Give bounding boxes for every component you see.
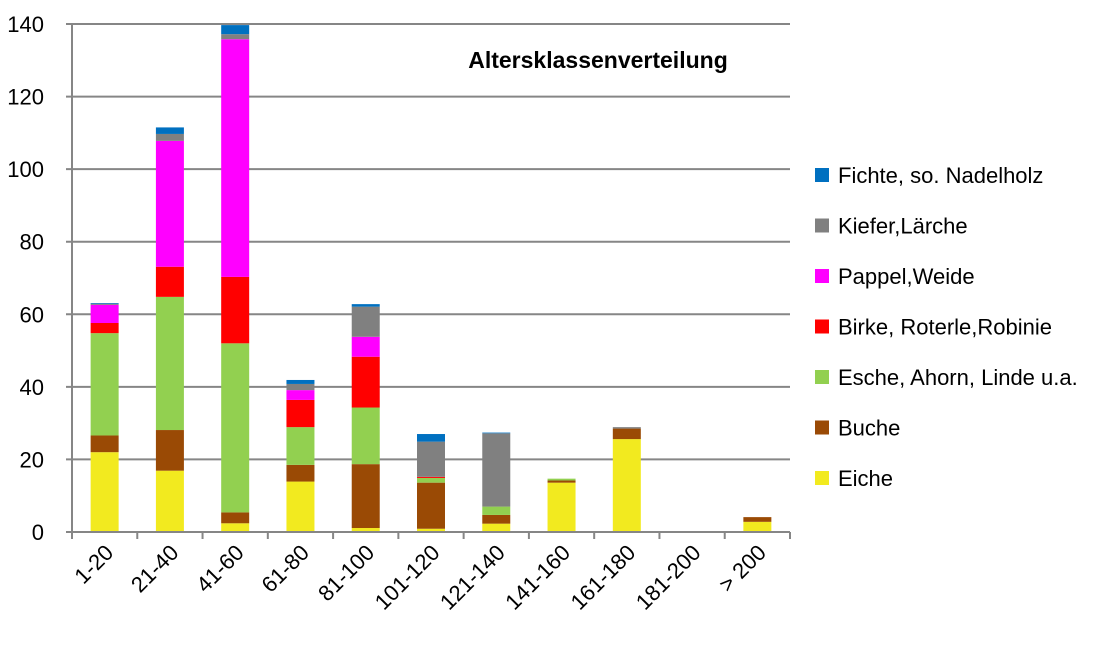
bar-segment — [351, 336, 380, 357]
bar-segment — [482, 506, 511, 515]
bar-segment — [90, 303, 119, 304]
bar-segment — [155, 133, 184, 141]
legend-swatch — [815, 218, 829, 233]
y-tick-labels: 0 20 40 60 80 100 120 140 — [7, 12, 44, 545]
chart-title: Altersklassenverteilung — [468, 47, 728, 73]
bar-segment — [612, 427, 641, 429]
legend-label: Buche — [838, 416, 900, 441]
bar-segment — [417, 477, 445, 483]
bar-segment — [612, 439, 641, 532]
bars — [90, 25, 772, 532]
x-tick-label: 101-120 — [370, 540, 445, 615]
x-tick-labels: 1-20 21-40 41-60 61-80 81-100101-120121-1401… — [69, 540, 771, 615]
y-tick-label: 120 — [7, 85, 44, 110]
legend: Fichte, so. Nadelholz Kiefer,Lärche Pappel… — [815, 163, 1078, 491]
bar-segment — [155, 266, 184, 297]
bar-segment — [90, 322, 119, 334]
legend-label: Eiche — [838, 466, 893, 491]
bar-segment — [286, 383, 315, 391]
bar-segment — [417, 476, 445, 478]
legend-swatch — [815, 319, 829, 334]
bar-segment — [286, 427, 315, 465]
bar-segment — [90, 452, 119, 532]
bar-segment — [351, 356, 380, 408]
legend-swatch — [815, 420, 829, 435]
bar-segment — [286, 399, 315, 428]
x-tick-label: 121-140 — [435, 540, 510, 615]
bar-segment — [547, 482, 576, 532]
bar-segment — [417, 441, 445, 477]
x-tick-label: 161-180 — [566, 540, 641, 615]
bar-segment — [221, 25, 250, 35]
bar-segment — [286, 464, 315, 482]
x-tick-label: 41-60 — [191, 540, 248, 597]
x-tick-label: > 200 — [714, 540, 771, 597]
bar-segment — [351, 528, 380, 532]
legend-swatch — [815, 471, 829, 485]
y-tick-label: 60 — [20, 302, 44, 327]
bar-segment — [155, 430, 184, 471]
y-tick-label: 20 — [20, 447, 44, 472]
bar-segment — [90, 304, 119, 323]
x-tick-label: 141-160 — [500, 540, 575, 615]
legend-swatch — [815, 370, 829, 384]
bar-segment — [482, 433, 511, 507]
bar-segment — [482, 432, 511, 434]
bar-segment — [155, 470, 184, 532]
bar-segment — [221, 343, 250, 513]
x-tick-label: 61-80 — [257, 540, 314, 597]
y-tick-label: 100 — [7, 157, 44, 182]
bar-segment — [286, 379, 315, 384]
legend-label: Esche, Ahorn, Linde u.a. — [838, 365, 1078, 390]
bar-segment — [90, 303, 119, 305]
axes — [66, 24, 791, 539]
bar-segment — [155, 296, 184, 431]
bar-segment — [155, 140, 184, 267]
legend-swatch — [815, 168, 829, 182]
bar-segment — [221, 523, 250, 532]
y-tick-label: 40 — [20, 375, 44, 400]
bar-segment — [351, 304, 380, 307]
bar-segment — [417, 434, 445, 442]
bar-segment — [482, 523, 511, 532]
x-tick-label: 1-20 — [69, 540, 118, 589]
bar-segment — [612, 428, 641, 440]
bar-segment — [482, 514, 511, 524]
legend-swatch — [815, 269, 829, 283]
bar-segment — [351, 464, 380, 529]
legend-label: Kiefer,Lärche — [838, 214, 968, 239]
bar-segment — [221, 512, 250, 524]
bar-segment — [743, 521, 772, 532]
x-tick-label: 181-200 — [631, 540, 706, 615]
legend-label: Fichte, so. Nadelholz — [838, 163, 1043, 188]
bar-segment — [547, 480, 576, 483]
bar-segment — [286, 390, 315, 400]
bar-segment — [221, 276, 250, 344]
bar-segment — [743, 517, 772, 522]
bar-segment — [221, 39, 250, 277]
bar-segment — [155, 127, 184, 134]
bar-segment — [90, 333, 119, 436]
x-tick-label: 21-40 — [126, 540, 183, 597]
bar-segment — [547, 478, 576, 481]
bar-segment — [417, 482, 445, 529]
bar-segment — [417, 528, 445, 532]
bar-segment — [90, 435, 119, 453]
legend-label: Birke, Roterle,Robinie — [838, 315, 1052, 340]
legend-label: Pappel,Weide — [838, 264, 975, 289]
bar-segment — [351, 306, 380, 337]
y-tick-label: 140 — [7, 12, 44, 37]
y-tick-label: 0 — [32, 520, 44, 545]
bar-segment — [351, 407, 380, 465]
y-tick-label: 80 — [20, 230, 44, 255]
gridlines — [66, 23, 790, 461]
bar-segment — [221, 34, 250, 40]
bar-segment — [286, 481, 315, 532]
